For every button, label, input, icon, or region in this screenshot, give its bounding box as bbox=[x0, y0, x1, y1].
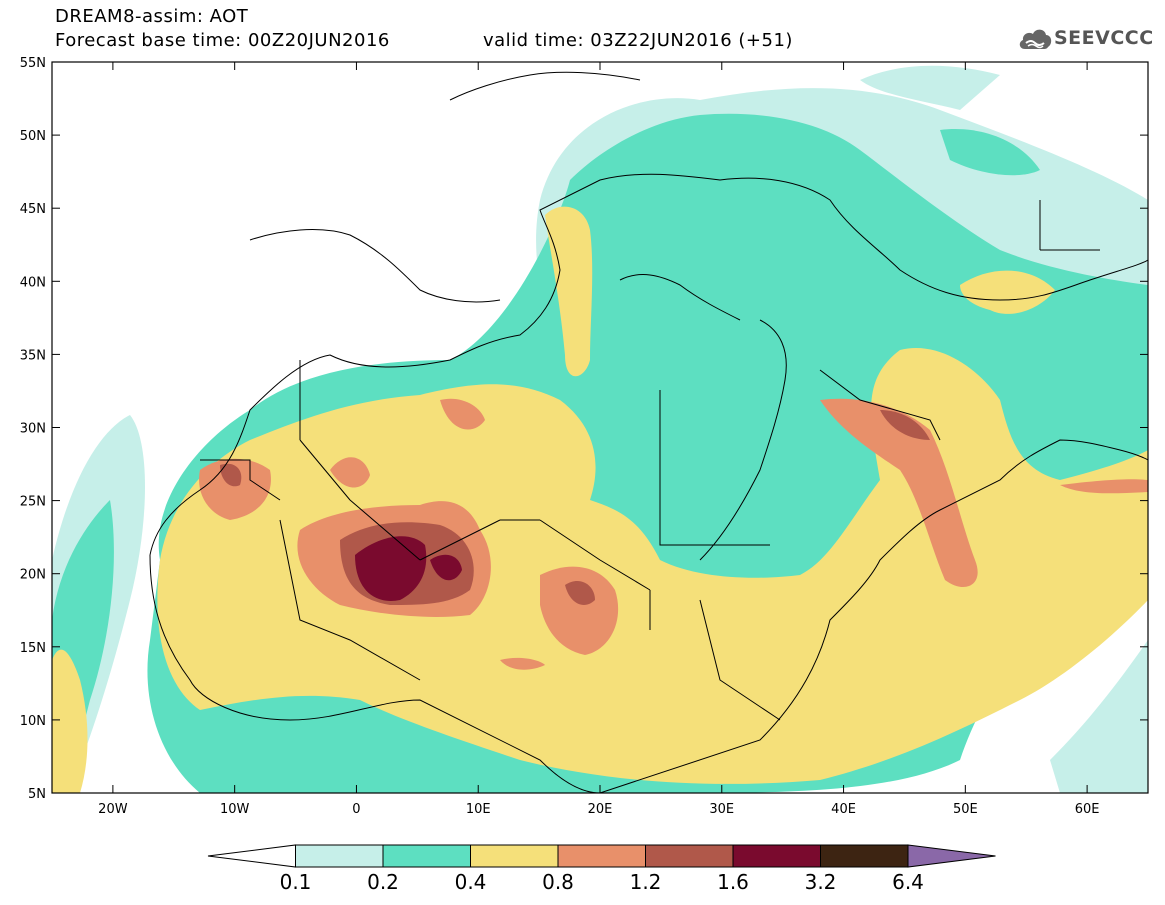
latitude-axis: 5N 10N 15N 20N 25N 30N 35N 40N 45N 50N 55N bbox=[20, 56, 1148, 802]
colorbar-under-arrow bbox=[207, 844, 296, 868]
lat-tick-label: 10N bbox=[20, 714, 46, 729]
lat-tick-label: 20N bbox=[20, 568, 46, 583]
lon-tick-label: 30E bbox=[709, 802, 734, 817]
colorbar-segment bbox=[295, 844, 384, 868]
longitude-axis: 20W 10W 0 10E 20E 30E 40E 50E 60E bbox=[98, 62, 1099, 817]
lat-tick-label: 5N bbox=[28, 787, 46, 802]
valid-time: valid time: 03Z22JUN2016 (+51) bbox=[483, 30, 793, 51]
lon-tick-label: 0 bbox=[352, 802, 360, 817]
lon-tick-label: 50E bbox=[953, 802, 978, 817]
lat-tick-label: 50N bbox=[20, 129, 46, 144]
logo-text: SEEVCCC bbox=[1054, 27, 1154, 49]
colorbar-label: 6.4 bbox=[892, 870, 924, 894]
lon-tick-label: 10E bbox=[466, 802, 491, 817]
lat-tick-label: 25N bbox=[20, 495, 46, 510]
colorbar-segment bbox=[645, 844, 734, 868]
colorbar: 0.1 0.2 0.4 0.8 1.2 1.6 3.2 6.4 bbox=[207, 844, 996, 894]
chart-title: DREAM8-assim: AOT bbox=[55, 6, 249, 27]
colorbar-label: 1.6 bbox=[717, 870, 749, 894]
colorbar-label: 3.2 bbox=[805, 870, 837, 894]
lat-tick-label: 55N bbox=[20, 56, 46, 71]
colorbar-label: 1.2 bbox=[630, 870, 662, 894]
cloud-icon bbox=[1019, 29, 1052, 49]
colorbar-label: 0.4 bbox=[455, 870, 487, 894]
colorbar-segment bbox=[470, 844, 559, 868]
colorbar-label: 0.2 bbox=[367, 870, 399, 894]
lat-tick-label: 40N bbox=[20, 275, 46, 290]
lon-tick-label: 20W bbox=[98, 802, 128, 817]
lon-tick-label: 10W bbox=[220, 802, 250, 817]
lat-tick-label: 45N bbox=[20, 202, 46, 217]
colorbar-segment bbox=[557, 844, 646, 868]
aot-fields bbox=[52, 65, 1148, 793]
lat-tick-label: 30N bbox=[20, 422, 46, 437]
lon-tick-label: 40E bbox=[831, 802, 856, 817]
lat-tick-label: 15N bbox=[20, 641, 46, 656]
base-time: Forecast base time: 00Z20JUN2016 bbox=[55, 30, 390, 51]
colorbar-segment bbox=[382, 844, 471, 868]
aot-level-1.6 bbox=[355, 536, 462, 601]
colorbar-over-arrow bbox=[907, 844, 996, 868]
lon-tick-label: 60E bbox=[1075, 802, 1100, 817]
colorbar-label: 0.8 bbox=[542, 870, 574, 894]
lat-tick-label: 35N bbox=[20, 348, 46, 363]
colorbar-segment bbox=[732, 844, 821, 868]
colorbar-segment bbox=[820, 844, 909, 868]
lon-tick-label: 20E bbox=[588, 802, 613, 817]
coastlines bbox=[149, 71, 1148, 793]
colorbar-label: 0.1 bbox=[280, 870, 312, 894]
